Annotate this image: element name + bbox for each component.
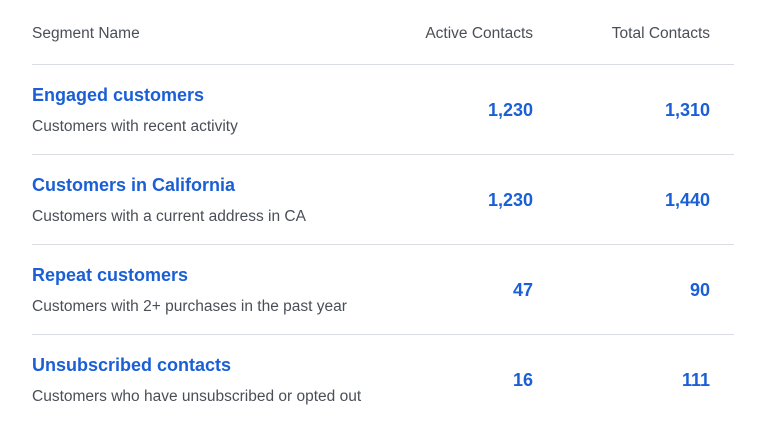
table-row: Repeat customers Customers with 2+ purch… [32, 245, 734, 335]
total-contacts-value[interactable]: 1,310 [664, 100, 710, 120]
column-header-segment-name[interactable]: Segment Name [32, 25, 140, 42]
total-contacts-value[interactable]: 111 [681, 370, 710, 390]
segment-description: Customers with recent activity [32, 118, 238, 135]
table-row: Unsubscribed contacts Customers who have… [32, 335, 734, 424]
total-contacts-value[interactable]: 90 [689, 280, 710, 300]
active-contacts-value[interactable]: 1,230 [487, 100, 533, 120]
total-contacts-value[interactable]: 1,440 [664, 190, 710, 210]
column-header-active-contacts[interactable]: Active Contacts [425, 25, 533, 42]
segment-name-link[interactable]: Engaged customers [32, 85, 205, 105]
segment-name-link[interactable]: Customers in California [32, 175, 236, 195]
segment-description: Customers who have unsubscribed or opted… [32, 388, 362, 405]
segments-table: Segment Name Active Contacts Total Conta… [32, 0, 734, 424]
active-contacts-value[interactable]: 47 [512, 280, 533, 300]
table-row: Customers in California Customers with a… [32, 155, 734, 245]
active-contacts-value[interactable]: 1,230 [487, 190, 533, 210]
segment-description: Customers with a current address in CA [32, 208, 306, 225]
active-contacts-value[interactable]: 16 [512, 370, 533, 390]
segment-name-link[interactable]: Unsubscribed contacts [32, 355, 232, 375]
table-header: Segment Name Active Contacts Total Conta… [32, 0, 734, 65]
column-header-total-contacts[interactable]: Total Contacts [611, 25, 710, 42]
segment-name-link[interactable]: Repeat customers [32, 265, 189, 285]
table-row: Engaged customers Customers with recent … [32, 65, 734, 155]
segment-description: Customers with 2+ purchases in the past … [32, 298, 347, 315]
